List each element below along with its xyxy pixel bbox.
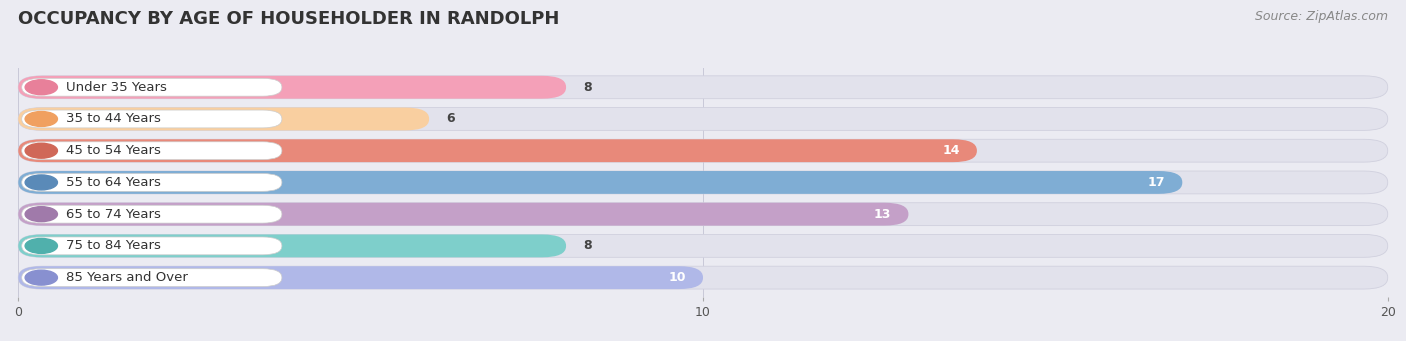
- Circle shape: [25, 143, 58, 158]
- Text: 8: 8: [583, 239, 592, 252]
- Text: 35 to 44 Years: 35 to 44 Years: [66, 113, 162, 125]
- FancyBboxPatch shape: [21, 174, 281, 191]
- Text: 85 Years and Over: 85 Years and Over: [66, 271, 188, 284]
- FancyBboxPatch shape: [18, 266, 1388, 289]
- Circle shape: [25, 207, 58, 222]
- Text: 14: 14: [942, 144, 960, 157]
- Text: 6: 6: [446, 113, 456, 125]
- FancyBboxPatch shape: [21, 205, 281, 223]
- FancyBboxPatch shape: [18, 203, 908, 226]
- Text: 13: 13: [875, 208, 891, 221]
- FancyBboxPatch shape: [18, 76, 1388, 99]
- Text: 75 to 84 Years: 75 to 84 Years: [66, 239, 162, 252]
- Text: 8: 8: [583, 81, 592, 94]
- Text: Under 35 Years: Under 35 Years: [66, 81, 167, 94]
- Text: 45 to 54 Years: 45 to 54 Years: [66, 144, 162, 157]
- FancyBboxPatch shape: [21, 142, 281, 160]
- FancyBboxPatch shape: [18, 107, 429, 130]
- Text: 10: 10: [668, 271, 686, 284]
- FancyBboxPatch shape: [18, 235, 1388, 257]
- FancyBboxPatch shape: [18, 171, 1388, 194]
- Text: Source: ZipAtlas.com: Source: ZipAtlas.com: [1254, 10, 1388, 23]
- FancyBboxPatch shape: [18, 203, 1388, 226]
- Text: 17: 17: [1147, 176, 1166, 189]
- FancyBboxPatch shape: [21, 269, 281, 286]
- Circle shape: [25, 112, 58, 127]
- FancyBboxPatch shape: [21, 237, 281, 255]
- Text: OCCUPANCY BY AGE OF HOUSEHOLDER IN RANDOLPH: OCCUPANCY BY AGE OF HOUSEHOLDER IN RANDO…: [18, 10, 560, 28]
- Text: 55 to 64 Years: 55 to 64 Years: [66, 176, 162, 189]
- FancyBboxPatch shape: [18, 139, 977, 162]
- Text: 65 to 74 Years: 65 to 74 Years: [66, 208, 162, 221]
- Circle shape: [25, 175, 58, 190]
- FancyBboxPatch shape: [18, 266, 703, 289]
- FancyBboxPatch shape: [18, 235, 567, 257]
- FancyBboxPatch shape: [18, 107, 1388, 130]
- FancyBboxPatch shape: [21, 78, 281, 96]
- Circle shape: [25, 238, 58, 253]
- FancyBboxPatch shape: [18, 76, 567, 99]
- Circle shape: [25, 80, 58, 95]
- FancyBboxPatch shape: [21, 110, 281, 128]
- FancyBboxPatch shape: [18, 139, 1388, 162]
- Circle shape: [25, 270, 58, 285]
- FancyBboxPatch shape: [18, 171, 1182, 194]
